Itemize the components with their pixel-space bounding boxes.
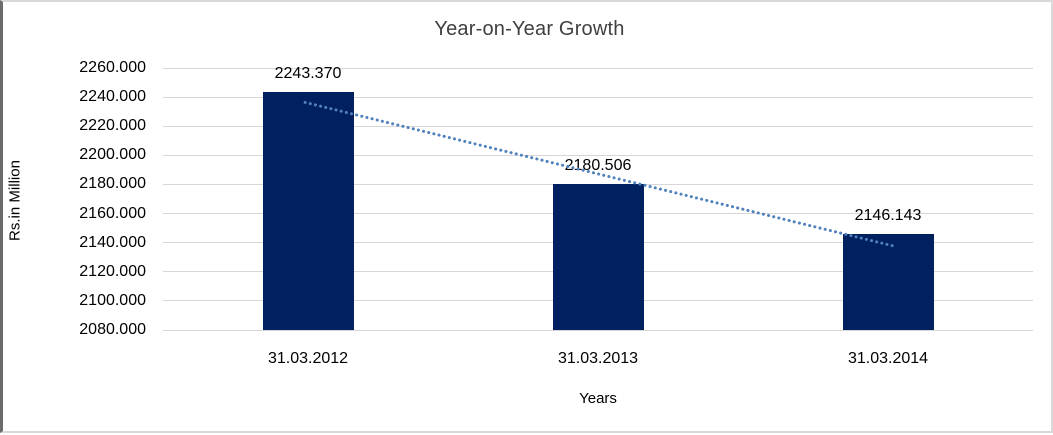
y-axis-title: Rs.in Million xyxy=(6,160,24,241)
x-tick-label: 31.03.2012 xyxy=(267,350,349,367)
data-label: 2146.143 xyxy=(854,206,922,224)
y-tick-label: 2260.000 xyxy=(79,59,146,76)
y-tick-label: 2120.000 xyxy=(79,262,146,280)
y-tick-label: 2240.000 xyxy=(79,88,146,106)
x-tick-label: 31.03.2014 xyxy=(847,350,929,367)
x-tick-label: 31.03.2013 xyxy=(557,350,639,367)
bar-31.03.2014 xyxy=(842,233,934,330)
y-tick-label: 2180.000 xyxy=(79,175,146,193)
y-gridline xyxy=(163,67,1033,69)
y-tick-label: 2200.000 xyxy=(79,146,146,164)
y-tick-label: 2080.000 xyxy=(79,321,146,338)
chart-title: Year-on-Year Growth xyxy=(434,18,625,40)
y-tick-label: 2220.000 xyxy=(79,117,146,135)
y-tick-label: 2100.000 xyxy=(79,291,146,309)
bar-31.03.2013 xyxy=(552,183,644,330)
y-gridline xyxy=(163,329,1033,331)
data-label: 2243.370 xyxy=(274,65,342,83)
y-tick-label: 2140.000 xyxy=(79,233,146,251)
bar-31.03.2012 xyxy=(262,92,354,330)
x-axis-title: Years xyxy=(579,390,617,407)
data-label: 2180.506 xyxy=(564,156,632,174)
y-tick-label: 2160.000 xyxy=(79,204,146,222)
y-gridline xyxy=(163,96,1033,98)
